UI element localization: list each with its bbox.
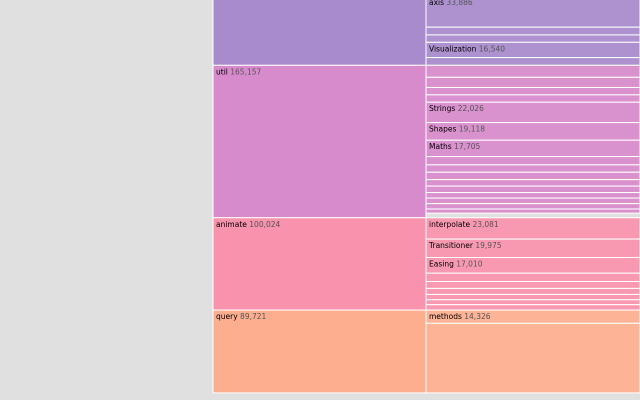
label-query: query 89,721 [216,312,267,321]
node-animate-child-3[interactable] [425,272,640,283]
label-easing: Easing 17,010 [429,260,483,269]
node-animate-child-5[interactable] [425,287,640,295]
node-group-0[interactable] [212,0,427,66]
node-axis[interactable] [425,0,640,28]
node-animate-child-4[interactable] [425,281,640,289]
label-visualization: Visualization 16,540 [429,44,505,53]
node-group-0-child-4[interactable] [425,26,640,36]
node-animate-child-8[interactable] [425,304,640,311]
node-util-child-14[interactable] [425,203,640,210]
node-util-child-8[interactable] [425,164,640,173]
label-shapes: Shapes 19,118 [429,125,485,134]
node-util-child-7[interactable] [425,156,640,166]
node-util-child-13[interactable] [425,197,640,205]
node-util-child-3[interactable] [425,94,640,103]
node-animate-child-6[interactable] [425,293,640,301]
node-group-0-child-5[interactable] [425,34,640,43]
node-query-child-1[interactable] [425,322,640,394]
node-util-child-9[interactable] [425,171,640,181]
node-util-child-10[interactable] [425,179,640,187]
node-animate-child-7[interactable] [425,299,640,306]
label-methods: methods 14,326 [429,312,491,321]
node-query[interactable] [212,309,427,394]
label-maths: Maths 17,705 [429,142,481,151]
node-animate[interactable] [212,217,427,311]
node-util-child-12[interactable] [425,192,640,199]
node-util-child-11[interactable] [425,185,640,194]
node-util-child-1[interactable] [425,76,640,88]
node-util-child-15[interactable] [425,208,640,214]
label-strings: Strings 22,026 [429,104,484,113]
label-interpolate: interpolate 23,081 [429,220,499,229]
label-animate: animate 100,024 [216,220,281,229]
label-transitioner: Transitioner 19,975 [428,241,502,250]
node-util-child-0[interactable] [425,64,640,78]
label-util: util 165,157 [216,67,261,76]
node-group-0-child-7[interactable] [425,57,640,66]
label-axis: axis 33,886 [429,0,473,7]
node-util-child-2[interactable] [425,86,640,96]
node-util[interactable] [212,64,427,219]
